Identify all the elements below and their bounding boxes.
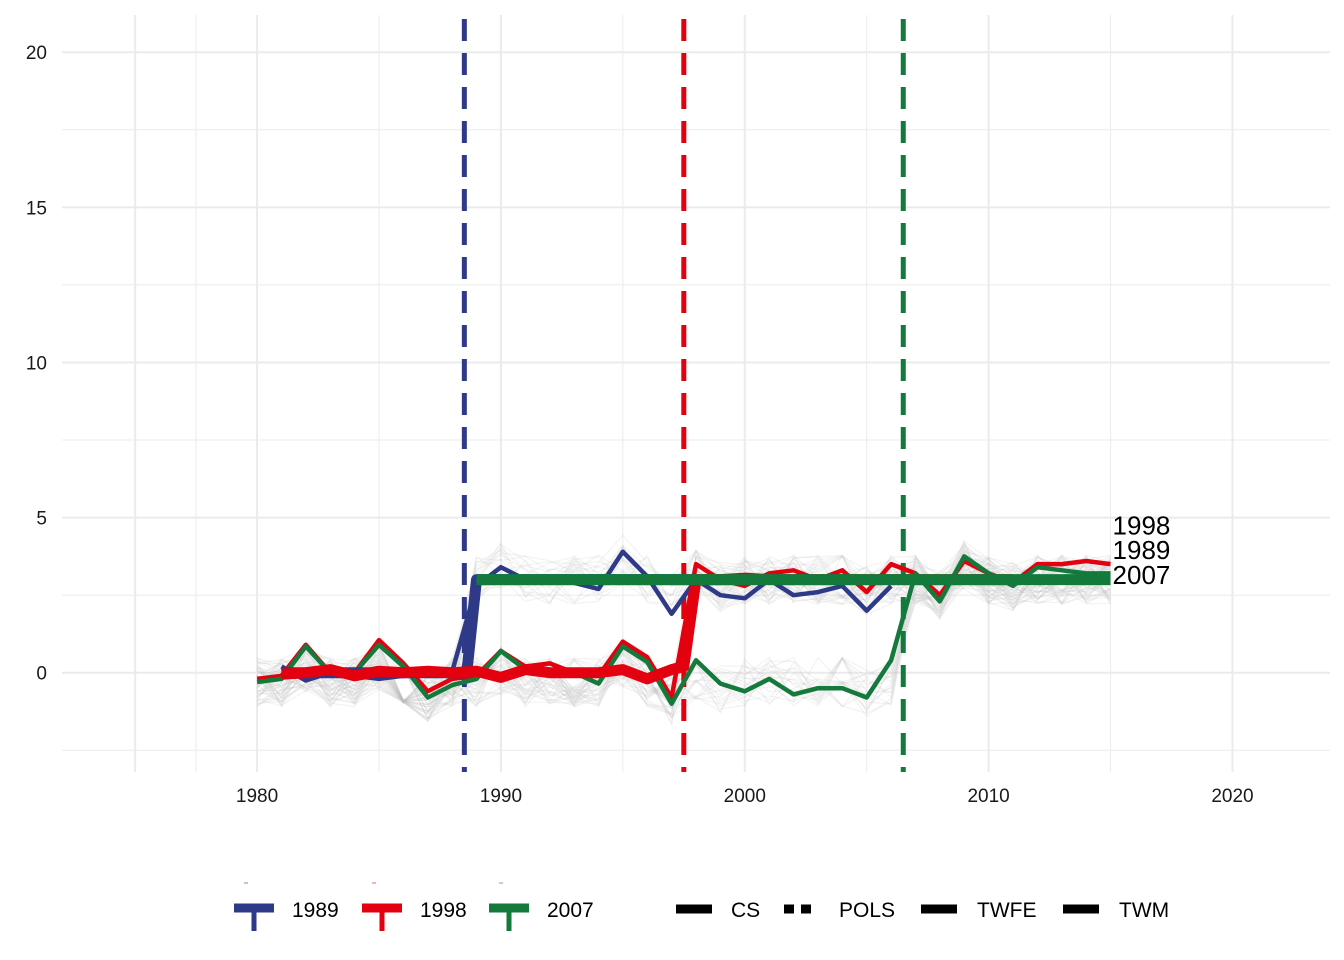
legend-key-tick (499, 882, 503, 884)
legend-key-tick (244, 882, 248, 884)
axis-labels: 1980 1990 2000 2010 2020 0 5 10 15 20 (26, 43, 1254, 807)
y-tick-label: 15 (26, 198, 47, 219)
legend: 1989 1998 2007 CS POLS TWFE TWM (234, 882, 1169, 931)
x-tick-label: 1980 (236, 786, 278, 807)
legend-label-TWFE: TWFE (977, 899, 1036, 922)
x-tick-label: 1990 (480, 786, 522, 807)
x-tick-label: 2010 (967, 786, 1009, 807)
end-label-2007: 2007 (1113, 560, 1171, 590)
series-line-2007 (256, 554, 1111, 706)
end-label-1989: 1989 (1113, 535, 1171, 565)
x-tick-label: 2020 (1211, 786, 1253, 807)
estimate-lines (281, 572, 1111, 685)
legend-label-1989: 1989 (292, 899, 339, 922)
x-tick-label: 2000 (724, 786, 766, 807)
end-label-1998: 1998 (1113, 510, 1171, 540)
y-tick-label: 0 (36, 664, 47, 685)
legend-label-TWM: TWM (1119, 899, 1169, 922)
legend-label-1998: 1998 (420, 899, 467, 922)
y-tick-label: 10 (26, 353, 47, 374)
background-series-line (257, 555, 1111, 703)
legend-key-tick (372, 882, 376, 884)
y-tick-label: 20 (26, 43, 47, 64)
y-tick-label: 5 (36, 509, 47, 530)
legend-label-2007: 2007 (547, 899, 594, 922)
background-series-line (256, 545, 1111, 703)
series-line-1989 (280, 549, 893, 683)
legend-label-CS: CS (731, 899, 760, 922)
legend-label-POLS: POLS (839, 899, 895, 922)
